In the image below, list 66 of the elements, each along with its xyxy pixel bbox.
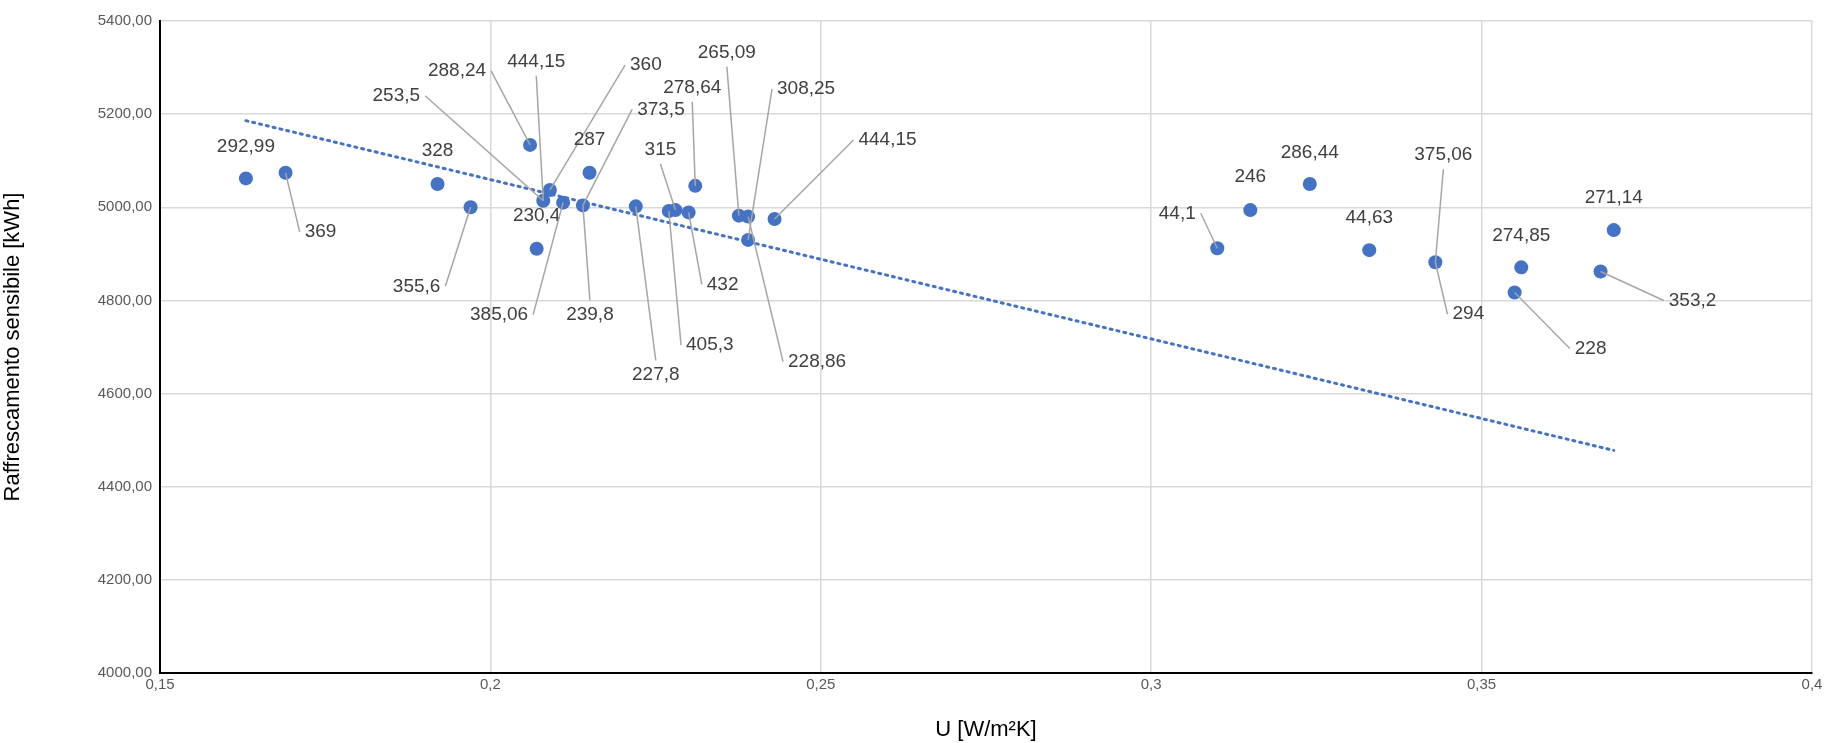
annotation: 239,8 [566, 302, 614, 324]
annotation: 315 [644, 138, 677, 160]
annotation: 228,86 [788, 349, 847, 371]
annotation: 278,64 [663, 76, 722, 98]
annotation: 308,25 [777, 77, 836, 99]
point [1302, 177, 1317, 191]
annotation: 246 [1234, 165, 1267, 187]
point [430, 177, 445, 191]
y-tick-label: 4200,00 [97, 570, 152, 587]
y-tick-label: 5200,00 [97, 104, 152, 122]
annotation: 286,44 [1280, 141, 1340, 163]
annotation: 265,09 [697, 40, 756, 62]
point [238, 171, 253, 186]
x-tick-label: 0,3 [1140, 675, 1162, 693]
x-tick-label: 0,25 [806, 675, 836, 693]
annotation: 375,06 [1414, 143, 1473, 165]
annotation: 287 [573, 128, 606, 150]
point [542, 183, 557, 198]
y-axis-title: Raffrescamento sensibile [kWh] [0, 192, 25, 502]
point [1606, 223, 1621, 238]
annotation: 288,24 [427, 59, 487, 81]
annotation: 230,4 [512, 203, 561, 225]
annotation: 274,85 [1492, 223, 1551, 245]
point [463, 200, 478, 215]
y-tick-label: 4400,00 [97, 476, 152, 494]
x-tick-label: 0,35 [1467, 675, 1497, 693]
y-tick-label: 4600,00 [97, 383, 152, 401]
annotation: 360 [630, 53, 662, 75]
point [767, 211, 782, 226]
point [582, 165, 597, 180]
point [523, 137, 538, 152]
annotation: 444,15 [858, 128, 917, 150]
annotation: 228 [1574, 336, 1607, 358]
annotation: 444,15 [507, 50, 566, 71]
annotation: 253,5 [372, 84, 421, 105]
point [1243, 203, 1258, 218]
annotation: 44,1 [1158, 201, 1196, 223]
point [1210, 241, 1225, 256]
point [1362, 243, 1377, 258]
annotation: 355,6 [392, 274, 441, 296]
annotation: 294 [1452, 302, 1485, 324]
point [529, 241, 544, 256]
annotation: 369 [304, 220, 337, 242]
annotation: 292,99 [216, 134, 275, 156]
annotation: 227,8 [632, 362, 680, 384]
y-tick-label: 5000,00 [97, 197, 152, 215]
point [628, 199, 643, 214]
annotation: 405,3 [686, 333, 734, 355]
y-tick-label: 5400,00 [97, 11, 152, 29]
point [1593, 264, 1608, 279]
x-tick-label: 0,2 [479, 675, 501, 693]
annotation: 271,14 [1584, 186, 1644, 208]
point [1514, 260, 1529, 275]
annotation: 44,63 [1345, 206, 1394, 228]
annotation: 432 [706, 272, 739, 294]
annotation: 373,5 [637, 97, 685, 119]
annotation: 353,2 [1668, 288, 1717, 310]
annotation: 385,06 [470, 302, 529, 324]
point [556, 195, 571, 210]
point [278, 165, 293, 180]
y-tick-label: 4800,00 [97, 290, 152, 308]
point [681, 205, 696, 220]
annotation: 328 [421, 139, 454, 161]
x-axis-title: U [W/m²K] [935, 715, 1037, 741]
point [688, 178, 703, 193]
x-tick-label: 0,4 [1801, 675, 1823, 693]
